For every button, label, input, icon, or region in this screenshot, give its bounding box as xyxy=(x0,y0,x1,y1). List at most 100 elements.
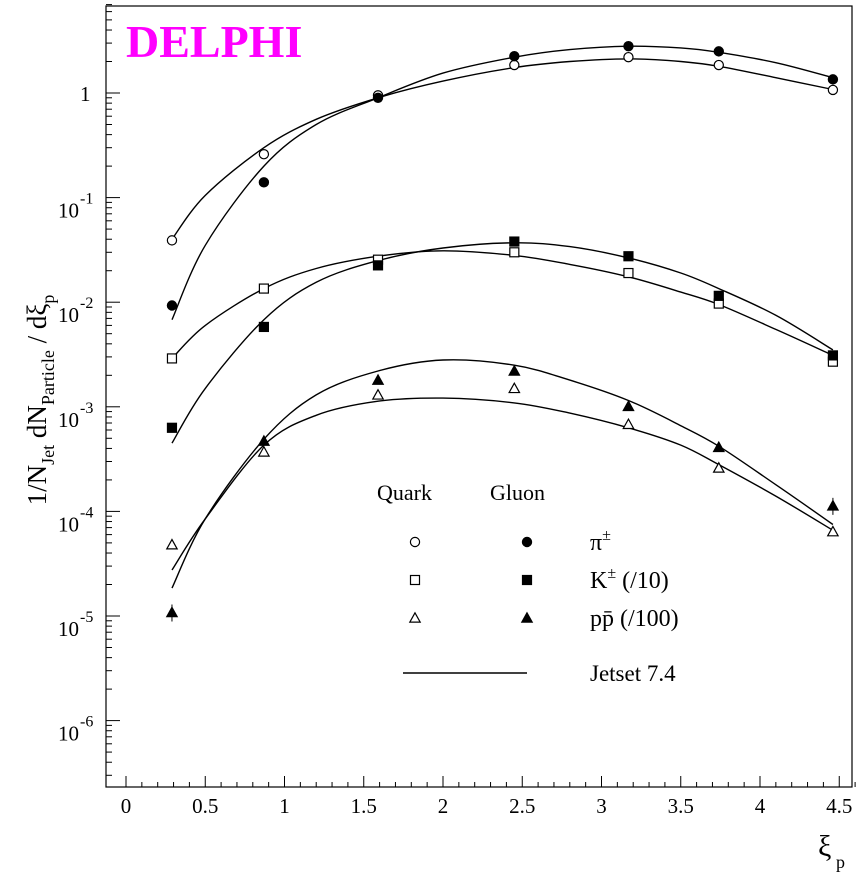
y-tick-exponent: -3 xyxy=(80,400,93,417)
legend-jetset-label: Jetset 7.4 xyxy=(590,661,676,686)
data-point-circle-filled xyxy=(372,92,384,103)
jetset-curve xyxy=(171,359,834,589)
data-point-triangle-filled xyxy=(826,499,840,511)
legend-label-sup: ± xyxy=(602,527,611,544)
y-tick-label: 10 xyxy=(58,617,79,641)
y-tick-label: 1 xyxy=(80,82,91,106)
data-point-triangle-open xyxy=(371,388,385,400)
chart-title: DELPHI xyxy=(126,16,302,67)
jetset-curve xyxy=(171,58,834,240)
legend-label-tail: (/10) xyxy=(616,568,669,594)
y-tick-exponent: -5 xyxy=(80,609,93,626)
data-point-triangle-filled xyxy=(165,606,179,618)
legend-header-gluon: Gluon xyxy=(490,480,545,505)
legend-label-tail: (/100) xyxy=(614,606,679,632)
data-point-square-open xyxy=(258,283,269,294)
y-tick-label: 10 xyxy=(58,199,79,223)
data-point-triangle-open xyxy=(508,381,521,394)
legend-marker-gluon xyxy=(520,611,534,623)
y-tick-label: 10 xyxy=(58,408,79,432)
x-axis-label-text: ξ xyxy=(818,830,831,863)
legend-label: pp̄ (/100) xyxy=(590,606,679,632)
jetset-curve xyxy=(171,242,834,444)
legend-marker-gluon xyxy=(521,574,533,586)
data-point-circle-open xyxy=(623,51,634,63)
data-point-square-open xyxy=(509,247,520,258)
y-tick-label: 10 xyxy=(58,722,79,746)
data-point-triangle-open xyxy=(622,417,635,430)
x-tick-label: 2 xyxy=(438,794,449,818)
legend-marker-quark xyxy=(408,611,422,623)
x-tick-label: 1 xyxy=(279,794,290,818)
data-point-circle-filled xyxy=(509,50,520,62)
data-point-triangle-filled xyxy=(712,440,726,453)
x-tick-label: 2.5 xyxy=(509,794,535,818)
y-tick-exponent: -6 xyxy=(80,714,93,731)
data-point-circle-open xyxy=(258,148,270,160)
data-point-circle-filled xyxy=(623,41,634,52)
y-axis-label-text: 1/NJet dNParticle / dξp xyxy=(22,295,58,506)
data-point-square-filled xyxy=(827,350,839,361)
data-point-triangle-filled xyxy=(371,373,385,385)
y-axis-label-part: 1/N xyxy=(22,465,52,506)
legend-label: π± xyxy=(590,527,611,556)
x-tick-label: 0 xyxy=(121,794,132,818)
axes: 0 0.5 1 1.5 2 2.5 3 3.5 4 4.510-610-510-410-310-2… xyxy=(58,4,856,818)
data-point-circle-filled xyxy=(166,300,178,311)
data-point-circle-filled xyxy=(713,46,724,57)
legend-marker-quark xyxy=(409,536,421,548)
x-axis-label-sub: p xyxy=(836,852,845,872)
legend-marker-gluon xyxy=(521,536,533,548)
data-points xyxy=(165,41,840,622)
x-tick-label: 3.5 xyxy=(668,794,694,818)
data-point-triangle-filled xyxy=(622,399,635,412)
data-point-triangle-open xyxy=(165,538,179,550)
data-point-square-filled xyxy=(713,290,724,301)
data-point-circle-open xyxy=(509,59,520,71)
data-point-square-filled xyxy=(623,251,634,262)
jetset-curve xyxy=(171,250,834,359)
data-point-circle-filled xyxy=(258,177,270,188)
legend-label-sup: ± xyxy=(607,565,616,582)
x-tick-label: 4 xyxy=(755,794,766,818)
data-point-triangle-filled xyxy=(257,434,271,446)
legend-label-main: pp̄ xyxy=(590,606,614,632)
data-point-triangle-open xyxy=(257,445,271,457)
plot-frame xyxy=(105,5,853,788)
x-tick-label: 0.5 xyxy=(192,794,218,818)
data-point-square-open xyxy=(623,267,634,279)
x-tick-label: 1.5 xyxy=(351,794,377,818)
data-point-circle-filled xyxy=(827,74,839,85)
y-tick-exponent: -4 xyxy=(80,504,93,521)
y-tick-label: 10 xyxy=(58,303,79,327)
data-point-triangle-open xyxy=(826,525,840,537)
data-point-circle-open xyxy=(713,59,724,71)
legend-header-quark: Quark xyxy=(377,480,432,505)
y-axis-label-part: dN xyxy=(22,405,52,445)
data-point-circle-open xyxy=(827,84,839,96)
data-point-triangle-open xyxy=(712,461,726,473)
data-point-square-open xyxy=(166,353,178,364)
y-axis-label: 1/NJet dNParticle / dξp xyxy=(22,295,58,506)
data-point-square-filled xyxy=(509,236,520,247)
legend-marker-quark xyxy=(409,574,421,586)
jetset-curves xyxy=(171,45,834,589)
y-tick-exponent: -2 xyxy=(80,295,93,312)
data-point-square-filled xyxy=(258,321,269,333)
legend-label-main: π xyxy=(590,530,602,556)
y-axis-label-part: Particle xyxy=(38,350,58,405)
data-point-circle-open xyxy=(166,235,178,246)
data-point-triangle-filled xyxy=(508,364,521,376)
y-tick-exponent: -1 xyxy=(80,191,93,208)
y-axis-label-part: Jet xyxy=(38,445,58,465)
y-tick-label: 10 xyxy=(58,512,79,536)
jetset-curve xyxy=(171,45,834,320)
legend-label-main: K xyxy=(590,568,608,594)
y-axis-label-part: / dξ xyxy=(22,304,52,351)
legend-label: K± (/10) xyxy=(590,565,669,594)
data-point-square-filled xyxy=(372,260,384,271)
